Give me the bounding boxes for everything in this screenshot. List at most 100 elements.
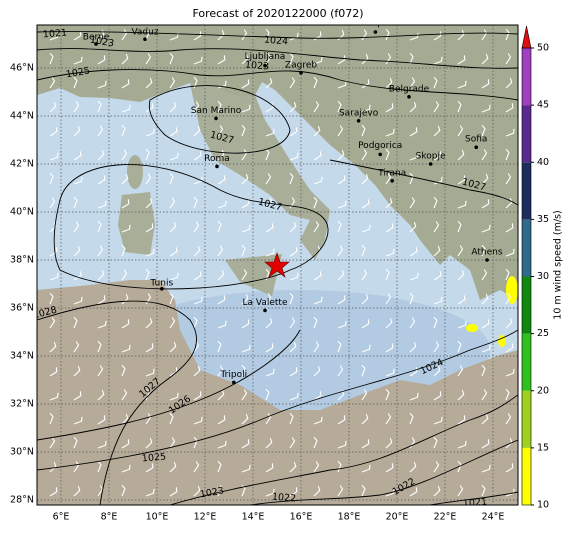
wind-barb bbox=[97, 460, 102, 473]
wind-barb bbox=[97, 220, 102, 233]
wind-barb bbox=[409, 197, 416, 209]
wind-barb bbox=[481, 244, 486, 257]
wind-barb bbox=[193, 31, 202, 41]
wind-barb bbox=[313, 366, 321, 377]
wind-barb bbox=[481, 319, 490, 329]
wind-barb bbox=[145, 223, 154, 233]
wind-barb bbox=[433, 126, 441, 137]
wind-barb bbox=[337, 270, 345, 281]
wind-barb bbox=[217, 390, 225, 401]
city-dot bbox=[299, 71, 303, 75]
isobar bbox=[37, 329, 301, 441]
wind-barb bbox=[361, 294, 369, 305]
wind-barb bbox=[265, 223, 274, 233]
wind-barb bbox=[73, 271, 82, 281]
wind-barb bbox=[121, 464, 131, 473]
wind-barb bbox=[49, 342, 57, 353]
wind-barb bbox=[457, 150, 465, 161]
colorbar-tick-label: 50 bbox=[537, 43, 549, 54]
lat-tick-label: 46°N bbox=[10, 63, 34, 74]
wind-barb bbox=[481, 439, 490, 449]
wind-barb bbox=[385, 28, 390, 41]
wind-barb bbox=[337, 100, 342, 113]
lat-tick-label: 36°N bbox=[10, 303, 34, 314]
wind-barb bbox=[241, 464, 251, 473]
wind-barb bbox=[361, 149, 368, 161]
isobar-label: 1024 bbox=[263, 34, 288, 47]
wind-barb bbox=[505, 103, 514, 113]
wind-barb bbox=[409, 367, 418, 377]
wind-barb bbox=[193, 196, 198, 209]
isobar bbox=[148, 85, 291, 154]
wind-barb bbox=[121, 344, 131, 353]
wind-barb bbox=[217, 295, 226, 305]
colorbar-label: 10 m wind speed (m/s) bbox=[553, 210, 564, 319]
wind-barb bbox=[361, 199, 370, 209]
wind-barb bbox=[481, 79, 490, 89]
wind-barb bbox=[193, 316, 198, 329]
city-label: Tirana bbox=[377, 168, 406, 178]
lon-tick-label: 20°E bbox=[386, 512, 409, 523]
wind-barb bbox=[505, 28, 510, 41]
wind-barb bbox=[145, 53, 152, 65]
wind-barb bbox=[121, 29, 128, 41]
wind-barb bbox=[505, 268, 510, 281]
wind-barb bbox=[169, 392, 179, 401]
wind-barb bbox=[481, 294, 489, 305]
wind-barb bbox=[217, 320, 227, 329]
wind-barb bbox=[433, 341, 440, 353]
wind-barb bbox=[49, 412, 54, 425]
isobar-label: 1022 bbox=[271, 491, 296, 504]
wind-barb bbox=[193, 126, 201, 137]
wind-barb bbox=[217, 125, 224, 137]
wind-barb bbox=[481, 344, 491, 353]
lon-tick-label: 14°E bbox=[242, 512, 265, 523]
wind-barb bbox=[97, 80, 107, 89]
city-label: Skopje bbox=[416, 152, 446, 162]
colorbar-tick-label: 30 bbox=[537, 271, 549, 282]
wind-barbs bbox=[49, 28, 515, 497]
colorbar-segment bbox=[522, 276, 531, 334]
wind-barb bbox=[337, 175, 346, 185]
wind-barb bbox=[505, 413, 512, 425]
wind-patch bbox=[498, 335, 506, 347]
wind-barb bbox=[457, 340, 462, 353]
wind-barb bbox=[193, 176, 203, 185]
isobar-label: 1021 bbox=[42, 27, 67, 40]
isobar bbox=[37, 48, 518, 69]
wind-barb bbox=[433, 101, 440, 113]
colorbar-segment bbox=[522, 390, 531, 448]
wind-barb bbox=[265, 368, 275, 377]
wind-barb bbox=[289, 437, 296, 449]
wind-barb bbox=[409, 272, 419, 281]
wind-barb bbox=[265, 128, 275, 137]
wind-barb bbox=[169, 412, 174, 425]
wind-barb bbox=[193, 391, 202, 401]
wind-barb bbox=[337, 125, 344, 137]
colorbar-tick-label: 10 bbox=[537, 500, 549, 511]
isobar bbox=[429, 491, 518, 505]
wind-barb bbox=[121, 79, 130, 89]
wind-barb bbox=[193, 76, 198, 89]
wind-barb bbox=[337, 460, 342, 473]
wind-barb bbox=[481, 389, 488, 401]
isobar-label: 1021 bbox=[462, 496, 487, 509]
wind-barb bbox=[289, 32, 299, 41]
wind-barb bbox=[169, 222, 177, 233]
wind-barb bbox=[385, 148, 390, 161]
wind-barb bbox=[97, 150, 105, 161]
wind-barb bbox=[217, 460, 222, 473]
wind-barb bbox=[457, 485, 464, 497]
city-dot bbox=[356, 119, 361, 123]
wind-barb bbox=[481, 484, 486, 497]
wind-barb bbox=[409, 222, 417, 233]
wind-barb bbox=[361, 79, 370, 89]
city-dot bbox=[407, 95, 411, 99]
city-label: Sarajevo bbox=[339, 108, 379, 118]
wind-barb bbox=[385, 293, 392, 305]
wind-barb bbox=[289, 172, 294, 185]
wind-barb bbox=[289, 272, 299, 281]
wind-barb bbox=[73, 366, 81, 377]
wind-barb bbox=[241, 389, 248, 401]
wind-barb bbox=[73, 101, 80, 113]
